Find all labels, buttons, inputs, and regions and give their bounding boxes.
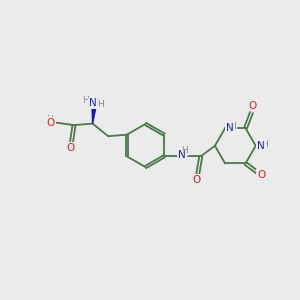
Text: O: O (257, 170, 265, 180)
Text: H: H (82, 96, 88, 105)
Text: N: N (89, 98, 97, 109)
Text: H: H (46, 115, 52, 124)
Text: N: N (257, 141, 265, 151)
Text: H: H (97, 100, 104, 109)
Text: O: O (192, 175, 200, 185)
Text: H: H (181, 146, 188, 155)
Text: N: N (178, 150, 186, 161)
Text: O: O (67, 143, 75, 153)
Text: O: O (248, 100, 256, 111)
Text: O: O (47, 118, 55, 128)
Text: N: N (226, 123, 234, 133)
Text: H: H (229, 122, 236, 131)
Text: H: H (261, 140, 268, 149)
Polygon shape (92, 105, 96, 124)
